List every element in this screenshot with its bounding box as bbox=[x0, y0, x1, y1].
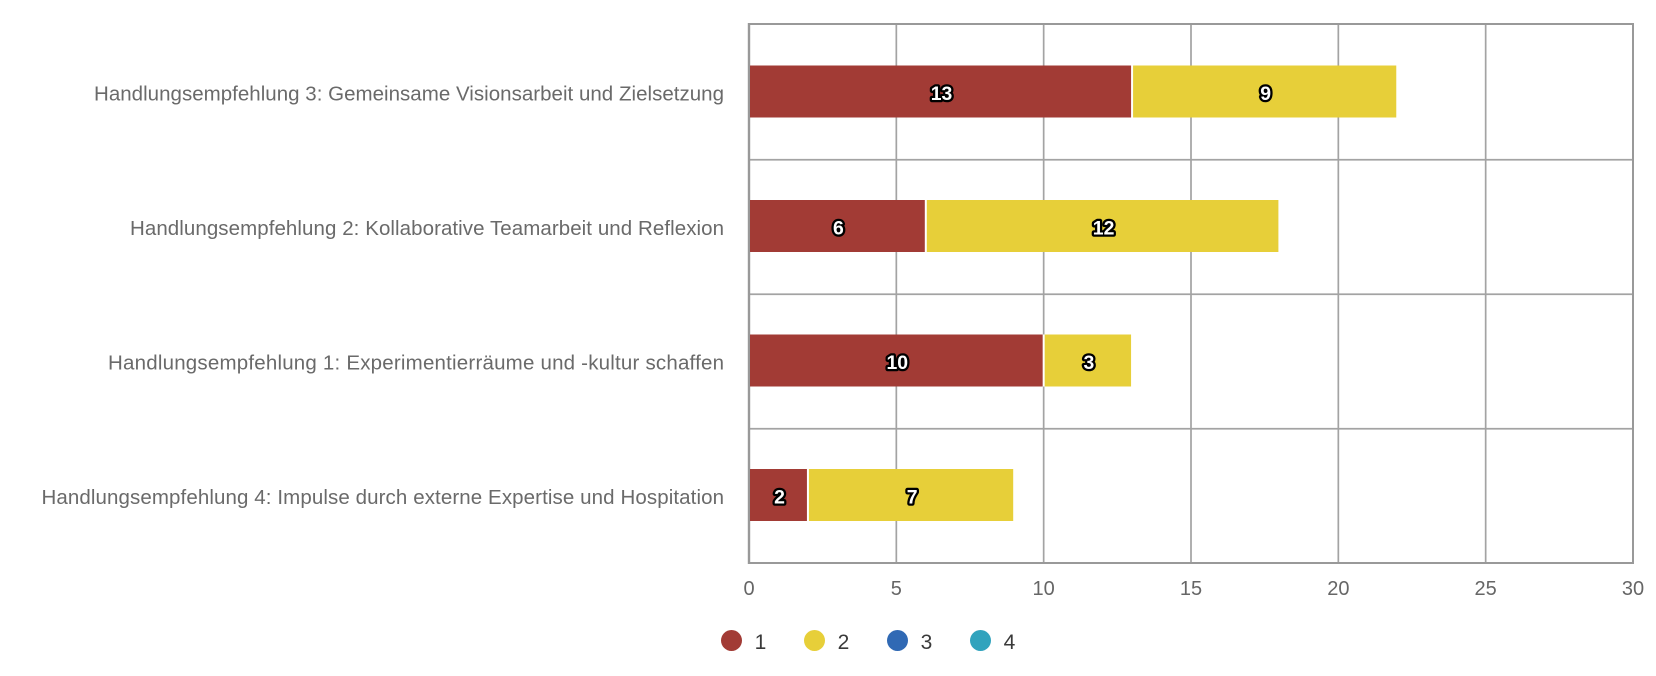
svg-text:6: 6 bbox=[833, 218, 844, 240]
svg-text:15: 15 bbox=[1180, 578, 1202, 600]
svg-text:4: 4 bbox=[1004, 631, 1016, 654]
svg-text:20: 20 bbox=[1327, 578, 1349, 600]
svg-text:9: 9 bbox=[1260, 83, 1271, 105]
svg-text:Handlungsempfehlung 1: Experim: Handlungsempfehlung 1: Experimentierräum… bbox=[108, 351, 724, 374]
svg-text:5: 5 bbox=[891, 578, 902, 600]
svg-text:10: 10 bbox=[1033, 578, 1055, 600]
svg-text:10: 10 bbox=[887, 352, 909, 374]
svg-text:12: 12 bbox=[1093, 218, 1115, 240]
svg-text:25: 25 bbox=[1475, 578, 1497, 600]
svg-text:Handlungsempfehlung 4: Impulse: Handlungsempfehlung 4: Impulse durch ext… bbox=[42, 486, 725, 509]
svg-text:7: 7 bbox=[907, 487, 918, 509]
svg-text:Handlungsempfehlung 3: Gemeins: Handlungsempfehlung 3: Gemeinsame Vision… bbox=[94, 82, 724, 105]
svg-text:1: 1 bbox=[755, 631, 767, 654]
svg-text:0: 0 bbox=[743, 578, 754, 600]
svg-text:2: 2 bbox=[774, 487, 785, 509]
svg-text:3: 3 bbox=[921, 631, 933, 654]
svg-text:2: 2 bbox=[838, 631, 850, 654]
svg-text:Handlungsempfehlung 2: Kollabo: Handlungsempfehlung 2: Kollaborative Tea… bbox=[130, 217, 724, 240]
svg-text:30: 30 bbox=[1622, 578, 1644, 600]
svg-text:13: 13 bbox=[931, 83, 953, 105]
svg-text:3: 3 bbox=[1084, 352, 1095, 374]
